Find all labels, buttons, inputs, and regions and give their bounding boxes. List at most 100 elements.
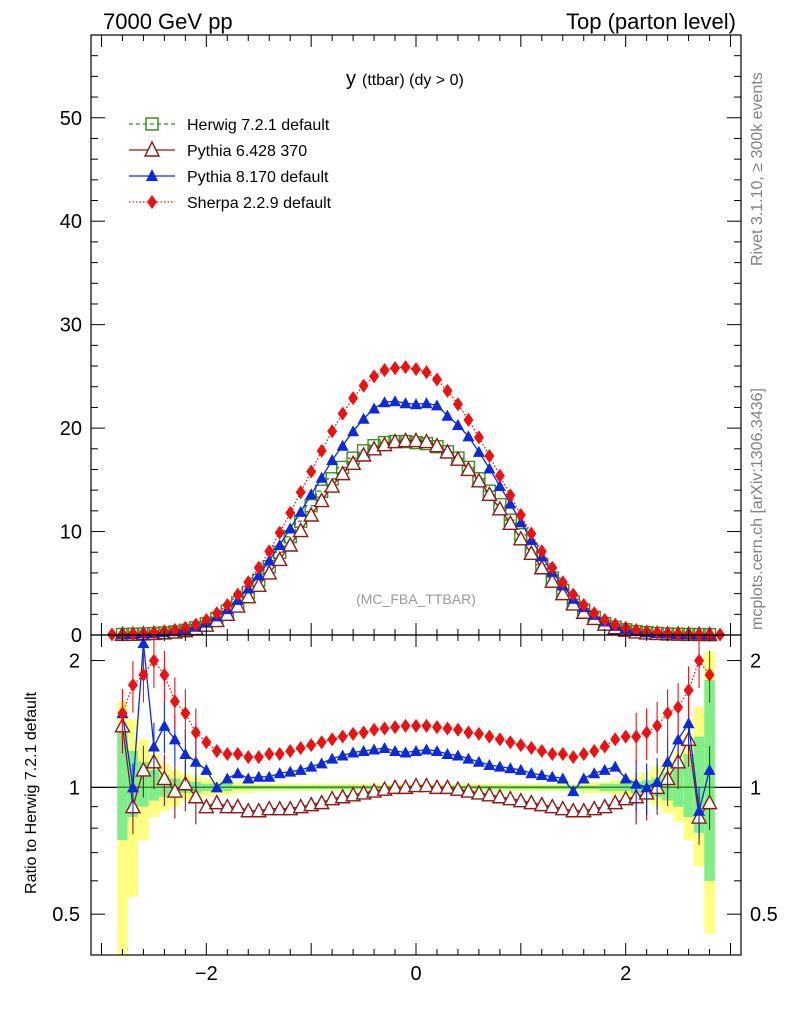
ratio-y-tick-label-left: 0.5 [52, 904, 80, 926]
ratio-point-sherpa [306, 738, 317, 753]
main-point-pythia8 [420, 397, 433, 409]
main-point-pythia6 [386, 433, 404, 449]
ratio-point-sherpa [369, 722, 380, 737]
ratio-point-pythia8 [556, 772, 569, 784]
main-point-pythia6 [323, 477, 341, 493]
main-point-pythia8 [389, 395, 402, 407]
ratio-point-pythia8 [514, 763, 527, 775]
main-panel: 0 10 20 30 40 50 y (ttbar) (dy > 0) (MC_FBA_T… [60, 34, 742, 647]
ratio-point-sherpa [578, 747, 589, 762]
ratio-point-sherpa [568, 750, 579, 765]
main-point-pythia6 [428, 437, 446, 453]
main-point-pythia8 [315, 471, 328, 483]
ratio-point-sherpa [683, 683, 694, 698]
ratio-point-pythia8 [242, 772, 255, 784]
main-point-pythia8 [305, 488, 318, 500]
ratio-band-green [683, 754, 694, 818]
main-point-pythia8 [410, 398, 422, 410]
main-point-pythia6 [439, 443, 456, 459]
ratio-point-sherpa [452, 722, 463, 737]
main-point-pythia6 [240, 588, 257, 604]
ratio-point-pythia6 [198, 798, 215, 814]
ratio-point-pythia8 [441, 748, 454, 760]
main-point-pythia8 [284, 522, 297, 534]
ratio-point-sherpa [316, 735, 327, 750]
ratio-point-pythia6 [407, 777, 425, 793]
main-point-sherpa [285, 505, 296, 520]
ratio-point-sherpa [180, 706, 191, 721]
ratio-point-sherpa [232, 747, 243, 762]
ratio-point-pythia8 [179, 748, 192, 760]
ratio-point-pythia8 [682, 717, 695, 729]
ratio-point-pythia8 [158, 719, 171, 731]
ratio-point-pythia6 [439, 778, 456, 795]
main-point-sherpa [578, 598, 589, 612]
main-point-pythia6 [481, 485, 498, 502]
ratio-point-pythia8 [126, 781, 139, 793]
ratio-point-sherpa [253, 750, 264, 765]
ratio-x-tick-label: 0 [410, 963, 421, 985]
main-point-sherpa [400, 360, 411, 375]
main-point-pythia6 [302, 506, 320, 522]
main-point-pythia6 [523, 544, 540, 560]
main-point-sherpa [494, 468, 505, 483]
ratio-point-pythia6 [701, 794, 718, 810]
ratio-axes: −2 0 2 0.5 0.5 1 1 2 2 [52, 635, 778, 985]
ratio-point-pythia6 [428, 778, 446, 795]
main-point-sherpa [536, 544, 547, 559]
main-point-sherpa [180, 620, 191, 635]
main-point-pythia6 [334, 465, 351, 481]
main-point-pythia6 [554, 585, 571, 601]
main-point-sherpa [369, 369, 380, 384]
main-point-sherpa [201, 613, 212, 627]
ratio-point-pythia8 [389, 744, 402, 756]
ratio-point-sherpa [526, 741, 537, 756]
ratio-point-sherpa [557, 747, 568, 762]
legend-item-pythia6: Pythia 6.428 370 [129, 140, 307, 160]
ratio-point-pythia8 [630, 777, 643, 789]
ratio-point-pythia6 [187, 788, 205, 804]
ratio-point-pythia8 [357, 744, 370, 756]
main-point-sherpa [411, 362, 421, 377]
ratio-y-tick-label-right: 0.5 [750, 904, 778, 926]
legend-item-herwig: Herwig 7.2.1 default [129, 117, 330, 134]
ratio-point-pythia8 [535, 768, 548, 780]
ratio-point-pythia8 [231, 767, 244, 779]
ratio-point-sherpa [127, 677, 138, 692]
main-point-pythia6 [449, 450, 467, 466]
main-point-sherpa [190, 617, 201, 632]
main-point-sherpa [379, 363, 390, 378]
main-point-sherpa [452, 397, 463, 412]
main-point-sherpa [337, 406, 348, 421]
ratio-point-pythia6 [512, 792, 530, 808]
ratio-point-pythia8 [483, 759, 496, 771]
ratio-point-sherpa [211, 743, 222, 758]
ratio-point-pythia8 [336, 749, 349, 761]
main-point-sherpa [610, 617, 621, 632]
main-point-sherpa [568, 587, 579, 602]
main-point-sherpa [673, 626, 684, 641]
ratio-band-green [117, 732, 128, 841]
ratio-point-sherpa [243, 750, 254, 765]
header-right: Top (parton level) [566, 9, 736, 34]
ratio-point-pythia8 [703, 763, 716, 775]
main-y-tick-label: 20 [60, 418, 82, 440]
main-point-pythia8 [294, 505, 307, 517]
ratio-point-pythia8 [430, 744, 443, 756]
legend-label-herwig: Herwig 7.2.1 default [187, 117, 330, 134]
main-point-pythia8 [472, 445, 485, 457]
main-point-sherpa [243, 575, 254, 590]
main-point-sherpa [232, 587, 243, 602]
main-point-pythia8 [493, 480, 506, 492]
ratio-point-pythia6 [533, 796, 550, 812]
legend-item-pythia8: Pythia 8.170 default [129, 169, 329, 186]
main-point-sherpa [463, 412, 474, 427]
main-point-pythia6 [313, 492, 330, 508]
ratio-point-sherpa [610, 732, 621, 747]
main-point-sherpa [484, 449, 495, 464]
ratio-point-pythia6 [229, 798, 246, 814]
legend-marker-pythia8 [146, 169, 158, 181]
ratio-point-pythia8 [462, 752, 475, 764]
ratio-point-sherpa [285, 743, 296, 758]
ratio-point-pythia8 [546, 770, 559, 782]
